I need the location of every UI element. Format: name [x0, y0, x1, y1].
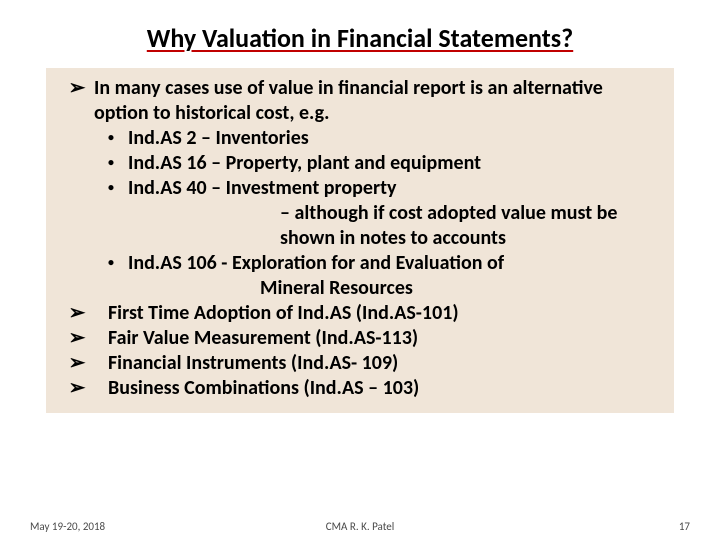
main-point-row: ➢ In many cases use of value in financia… [60, 76, 660, 126]
note-line: – although if cost adopted value must be [60, 201, 660, 226]
slide-title: Why Valuation in Financial Statements? [0, 0, 720, 60]
main-point-text: In many cases use of value in financial … [94, 76, 660, 126]
arrow-item-text: Business Combinations (Ind.AS – 103) [94, 376, 660, 401]
footer-author: CMA R. K. Patel [0, 520, 720, 533]
sub-item-row: • Ind.AS 40 – Investment property [60, 176, 660, 201]
arrow-icon: ➢ [60, 376, 94, 401]
bullet-icon: • [94, 151, 128, 171]
sub-item-continuation: Mineral Resources [60, 276, 660, 301]
sub-item-row: • Ind.AS 106 - Exploration for and Evalu… [60, 251, 660, 276]
content-box: ➢ In many cases use of value in financia… [46, 68, 674, 413]
bullet-icon: • [94, 251, 128, 271]
arrow-item-text: Fair Value Measurement (Ind.AS-113) [94, 326, 660, 351]
arrow-item-row: ➢ Business Combinations (Ind.AS – 103) [60, 376, 660, 401]
sub-item-row: • Ind.AS 16 – Property, plant and equipm… [60, 151, 660, 176]
sub-item-row: • Ind.AS 2 – Inventories [60, 126, 660, 151]
note-line: shown in notes to accounts [60, 226, 660, 251]
arrow-item-row: ➢ First Time Adoption of Ind.AS (Ind.AS-… [60, 301, 660, 326]
arrow-icon: ➢ [60, 301, 94, 326]
arrow-icon: ➢ [60, 76, 94, 101]
arrow-icon: ➢ [60, 326, 94, 351]
arrow-item-text: First Time Adoption of Ind.AS (Ind.AS-10… [94, 301, 660, 326]
sub-item-text: Ind.AS 2 – Inventories [128, 126, 660, 151]
arrow-icon: ➢ [60, 351, 94, 376]
sub-item-text: Ind.AS 16 – Property, plant and equipmen… [128, 151, 660, 176]
bullet-icon: • [94, 176, 128, 196]
bullet-icon: • [94, 126, 128, 146]
arrow-item-text: Financial Instruments (Ind.AS- 109) [94, 351, 660, 376]
arrow-item-row: ➢ Financial Instruments (Ind.AS- 109) [60, 351, 660, 376]
footer-page-number: 17 [679, 520, 690, 533]
arrow-item-row: ➢ Fair Value Measurement (Ind.AS-113) [60, 326, 660, 351]
sub-item-text: Ind.AS 40 – Investment property [128, 176, 660, 201]
sub-item-text: Ind.AS 106 - Exploration for and Evaluat… [128, 251, 660, 276]
